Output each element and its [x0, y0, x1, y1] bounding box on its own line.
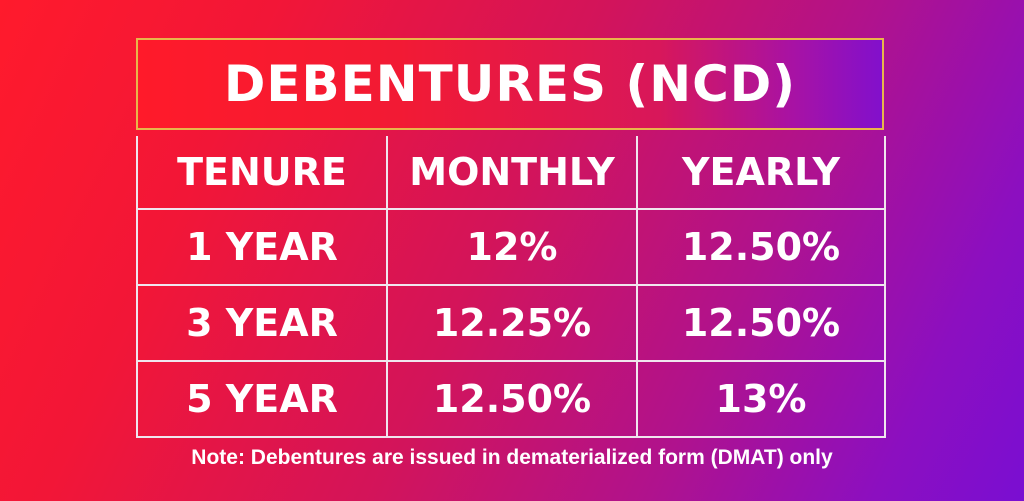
header-yearly: YEARLY — [636, 136, 886, 210]
page-title: DEBENTURES (NCD) — [223, 55, 797, 113]
rates-table: TENURE MONTHLY YEARLY 1 YEAR 12% 12.50% … — [136, 136, 886, 438]
cell-monthly: 12.50% — [386, 360, 638, 438]
cell-yearly: 13% — [636, 360, 886, 438]
title-banner: DEBENTURES (NCD) — [136, 38, 884, 130]
cell-yearly: 12.50% — [636, 208, 886, 286]
cell-tenure: 1 YEAR — [136, 208, 388, 286]
cell-yearly: 12.50% — [636, 284, 886, 362]
cell-tenure: 5 YEAR — [136, 360, 388, 438]
cell-tenure: 3 YEAR — [136, 284, 388, 362]
table-row: 5 YEAR 12.50% 13% — [136, 360, 886, 438]
table-row: 3 YEAR 12.25% 12.50% — [136, 284, 886, 362]
header-tenure: TENURE — [136, 136, 388, 210]
cell-monthly: 12% — [386, 208, 638, 286]
footnote: Note: Debentures are issued in demateria… — [191, 446, 833, 469]
cell-monthly: 12.25% — [386, 284, 638, 362]
table-header-row: TENURE MONTHLY YEARLY — [136, 136, 886, 210]
header-monthly: MONTHLY — [386, 136, 638, 210]
table-row: 1 YEAR 12% 12.50% — [136, 208, 886, 286]
